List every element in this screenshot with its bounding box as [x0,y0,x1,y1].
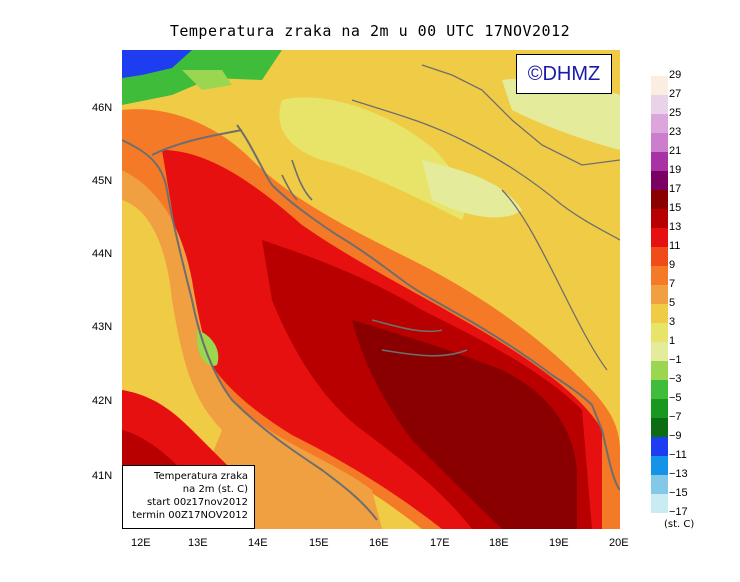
legend-label: −3 [669,373,682,385]
legend-label: 1 [669,335,676,347]
latitude-label: 46N [92,102,113,114]
longitude-label: 14E [248,537,268,549]
legend-swatch [651,190,668,209]
legend-swatch [651,304,668,323]
info-line-1: Temperatura zraka [154,471,248,482]
info-line-3: start 00z17nov2012 [147,497,248,508]
legend-label: 21 [669,145,682,157]
legend-unit: (st. C) [664,519,695,530]
legend-label: 11 [669,240,681,252]
legend-swatch [651,247,668,266]
legend-swatch [651,342,668,361]
legend-swatch [651,513,668,532]
legend-label: 7 [669,278,676,290]
legend-swatch [651,228,668,247]
dhmz-logo: ©DHMZ [516,54,612,94]
legend-swatch [651,361,668,380]
legend-label: −17 [669,506,688,518]
longitude-label: 18E [489,537,509,549]
legend-swatch [651,171,668,190]
legend-label: 9 [669,259,676,271]
legend-swatch [651,285,668,304]
legend-swatch [651,114,668,133]
legend-label: −5 [669,392,682,404]
legend-label: −9 [669,430,682,442]
legend-label: 3 [669,316,676,328]
latitude-label: 42N [92,395,113,407]
legend-swatch [651,209,668,228]
info-line-4: termin 00Z17NOV2012 [132,510,248,521]
legend-swatch [651,456,668,475]
legend-swatch [651,323,668,342]
legend-swatch [651,95,668,114]
legend-label: 25 [669,107,682,119]
legend-swatch [651,437,668,456]
legend-swatch [651,76,668,95]
latitude-label: 44N [92,248,113,260]
legend-label: 13 [669,221,682,233]
legend-label: 23 [669,126,682,138]
legend-label: −11 [669,449,687,461]
legend-label: −15 [669,487,688,499]
longitude-label: 19E [549,537,569,549]
map-canvas [122,50,620,529]
longitude-label: 12E [131,537,151,549]
legend-label: −13 [669,468,688,480]
legend-label: 29 [669,69,682,81]
legend-swatch [651,152,668,171]
legend-swatch [651,475,668,494]
legend-swatch [651,494,668,513]
longitude-label: 15E [309,537,329,549]
legend-label: 17 [669,183,682,195]
legend-label: 27 [669,88,682,100]
temperature-map [122,50,620,529]
legend-label: 15 [669,202,682,214]
legend-swatch [651,266,668,285]
legend-label: 19 [669,164,682,176]
legend-swatch [651,399,668,418]
info-box: Temperatura zraka na 2m (st. C) start 00… [122,465,255,529]
latitude-label: 41N [92,470,113,482]
longitude-label: 17E [430,537,450,549]
legend-swatch [651,133,668,152]
legend-swatch [651,418,668,437]
color-legend [651,76,668,532]
legend-label: −1 [669,354,682,366]
legend-swatch [651,380,668,399]
legend-label: −7 [669,411,682,423]
longitude-label: 20E [609,537,629,549]
legend-label: 5 [669,297,676,309]
info-line-2: na 2m (st. C) [182,484,248,495]
longitude-label: 13E [188,537,208,549]
longitude-label: 16E [369,537,389,549]
latitude-label: 43N [92,321,113,333]
latitude-label: 45N [92,175,113,187]
map-title: Temperatura zraka na 2m u 00 UTC 17NOV20… [169,22,571,40]
